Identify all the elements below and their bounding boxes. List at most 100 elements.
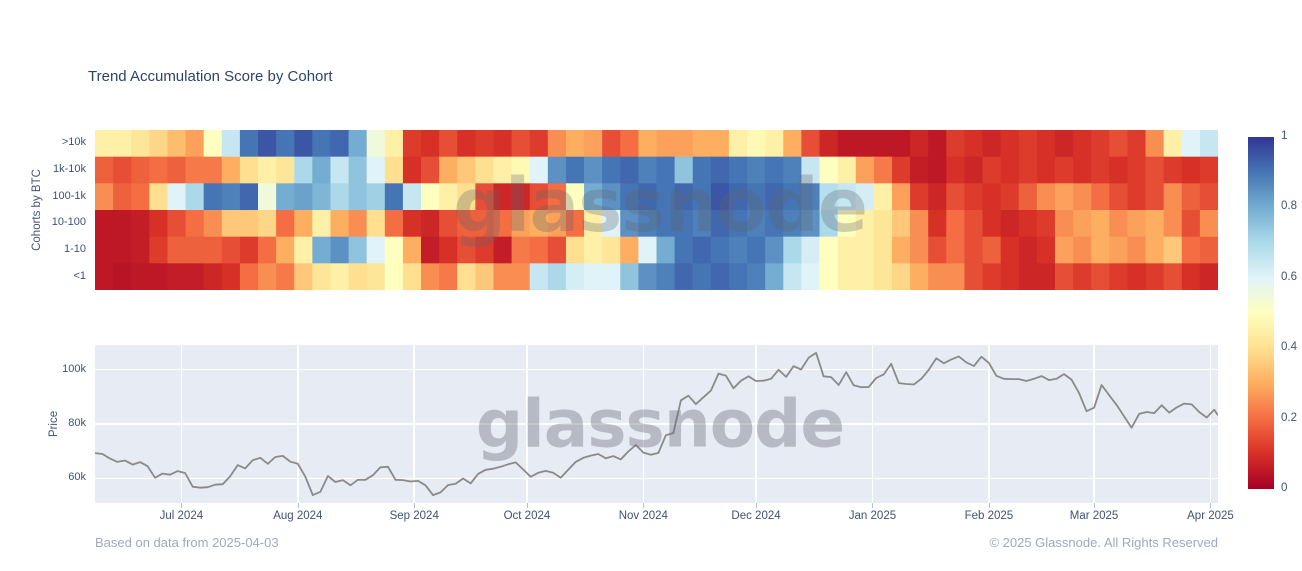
heatmap-cell [1018, 263, 1038, 290]
x-axis-tick [756, 503, 758, 508]
heatmap-cell [493, 236, 513, 264]
heatmap-cell [964, 210, 984, 238]
heatmap-cell [1091, 130, 1111, 158]
x-axis-tick [526, 503, 528, 508]
heatmap-cell [239, 130, 259, 158]
heatmap-cell [891, 156, 911, 184]
heatmap-cell [348, 183, 368, 211]
heatmap-cell [366, 183, 386, 211]
heatmap-cell [1018, 130, 1038, 158]
heatmap-cell [1181, 156, 1201, 184]
heatmap-cell [982, 210, 1002, 238]
heatmap-cell [982, 183, 1002, 211]
heatmap-cell [95, 263, 114, 290]
gridline [988, 345, 990, 503]
heatmap-cell [1145, 236, 1165, 264]
gridline [297, 345, 299, 503]
heatmap-cell [1054, 156, 1074, 184]
heatmap-cell [801, 263, 821, 290]
heatmap-cell [1199, 210, 1218, 238]
heatmap-cell [95, 236, 114, 264]
heatmap-cell [1163, 130, 1183, 158]
heatmap-cell [1163, 156, 1183, 184]
heatmap-cell [928, 210, 947, 238]
heatmap-row-label: 10-100 [51, 216, 86, 229]
heatmap-cell [1073, 210, 1092, 238]
heatmap-cell [493, 210, 513, 238]
heatmap-cell [131, 183, 151, 211]
heatmap-cell [1199, 236, 1218, 264]
price-plot[interactable] [95, 345, 1218, 503]
heatmap-cell [638, 263, 658, 290]
heatmap-cell [348, 263, 368, 290]
heatmap-cell [1091, 210, 1111, 238]
heatmap-cell [565, 210, 585, 238]
heatmap-cell [402, 263, 422, 290]
heatmap-cell [855, 130, 875, 158]
x-axis-tick [643, 503, 645, 508]
x-axis-month-label: Jul 2024 [159, 510, 204, 522]
heatmap-cell [439, 210, 458, 238]
heatmap-cell [421, 263, 440, 290]
heatmap-cell [565, 263, 585, 290]
heatmap-cell [149, 236, 169, 264]
heatmap-cell [910, 263, 929, 290]
heatmap-cell [801, 210, 821, 238]
heatmap-cell [330, 130, 350, 158]
heatmap-cell [203, 236, 223, 264]
heatmap-cell [348, 156, 368, 184]
heatmap-cell [312, 236, 332, 264]
heatmap-cell [203, 156, 223, 184]
heatmap-cell [1145, 183, 1165, 211]
heatmap-cell [728, 130, 748, 158]
heatmap-cell [475, 236, 495, 264]
heatmap-cell [511, 183, 531, 211]
x-axis-tick [297, 503, 299, 508]
heatmap-cell [656, 210, 676, 238]
x-axis-month-label: Nov 2024 [618, 510, 668, 522]
heatmap-cell [1163, 263, 1183, 290]
heatmap-cell [1127, 130, 1147, 158]
heatmap-cell [547, 236, 567, 264]
heatmap-cell [584, 210, 603, 238]
heatmap-cell [1073, 183, 1092, 211]
heatmap-cell [348, 130, 368, 158]
heatmap-cell [529, 156, 549, 184]
heatmap-cell [239, 156, 259, 184]
heatmap-cell [656, 130, 676, 158]
heatmap-cell [276, 210, 295, 238]
heatmap-cell [783, 236, 803, 264]
heatmap-cell [149, 263, 169, 290]
heatmap-cell [928, 130, 947, 158]
heatmap-cell [1073, 156, 1092, 184]
heatmap-cell [747, 263, 766, 290]
heatmap-cell [584, 183, 603, 211]
heatmap-cell [638, 236, 658, 264]
heatmap-cell [1127, 263, 1147, 290]
heatmap-cell [747, 156, 766, 184]
heatmap-cell [221, 236, 241, 264]
heatmap-cell [258, 183, 277, 211]
gridline [526, 345, 528, 503]
heatmap-cell [1054, 210, 1074, 238]
price-line-series [95, 352, 1218, 497]
heatmap-cell [529, 236, 549, 264]
heatmap-cell [783, 130, 803, 158]
heatmap-cell [638, 130, 658, 158]
heatmap-cell [1109, 130, 1129, 158]
x-axis-month-label: Jan 2025 [848, 510, 897, 522]
heatmap-plot[interactable] [95, 130, 1218, 290]
heatmap-cell [656, 236, 676, 264]
heatmap-cell [547, 183, 567, 211]
heatmap-cell [511, 236, 531, 264]
heatmap-cell [1091, 236, 1111, 264]
heatmap-cell [692, 156, 712, 184]
price-y-tick: 80k [68, 417, 86, 429]
heatmap-cell [1018, 236, 1038, 264]
heatmap-cell [602, 263, 621, 290]
heatmap-cell [728, 210, 748, 238]
heatmap-row-label: 1-10 [63, 243, 86, 255]
heatmap-cell [276, 156, 295, 184]
heatmap-cell [493, 130, 513, 158]
heatmap-cell [837, 130, 857, 158]
